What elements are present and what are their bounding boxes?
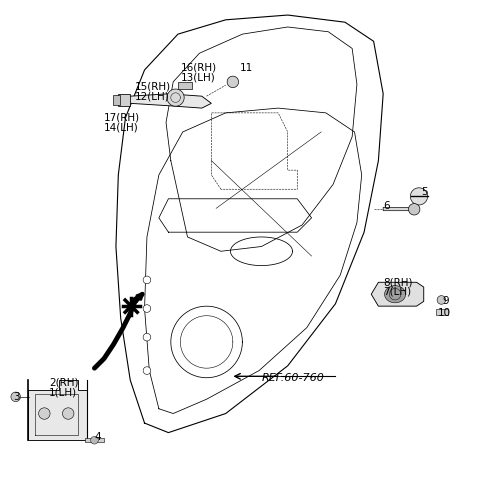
Polygon shape <box>120 94 211 108</box>
Circle shape <box>62 408 74 419</box>
Text: 17(RH): 17(RH) <box>104 112 140 123</box>
Text: 1(LH): 1(LH) <box>49 387 77 397</box>
Text: 6: 6 <box>383 201 390 211</box>
Circle shape <box>143 305 151 313</box>
Polygon shape <box>384 285 406 303</box>
Text: 11: 11 <box>240 63 253 72</box>
Polygon shape <box>410 188 428 205</box>
Text: 8(RH): 8(RH) <box>383 277 413 287</box>
Text: 5: 5 <box>421 187 428 197</box>
Polygon shape <box>28 380 87 440</box>
Polygon shape <box>437 296 446 304</box>
Polygon shape <box>118 94 130 106</box>
Polygon shape <box>227 76 239 88</box>
Text: 7(LH): 7(LH) <box>383 287 411 297</box>
Polygon shape <box>85 438 104 442</box>
Circle shape <box>143 333 151 341</box>
Polygon shape <box>436 310 447 315</box>
Text: 16(RH): 16(RH) <box>180 63 216 72</box>
Text: 15(RH): 15(RH) <box>135 82 171 92</box>
Text: 13(LH): 13(LH) <box>180 72 215 82</box>
Polygon shape <box>371 282 424 306</box>
Text: REF.60-760: REF.60-760 <box>262 373 324 383</box>
Circle shape <box>91 436 98 444</box>
Polygon shape <box>167 89 184 106</box>
Polygon shape <box>178 82 192 89</box>
Polygon shape <box>383 208 414 211</box>
Circle shape <box>408 204 420 215</box>
Text: 9: 9 <box>443 296 449 306</box>
Circle shape <box>143 276 151 284</box>
Circle shape <box>38 408 50 419</box>
Circle shape <box>143 367 151 374</box>
Text: 14(LH): 14(LH) <box>104 122 139 132</box>
Text: 2(RH): 2(RH) <box>49 378 79 387</box>
Text: 3: 3 <box>13 392 20 402</box>
Text: 4: 4 <box>95 432 101 442</box>
Text: 10: 10 <box>438 308 451 318</box>
Polygon shape <box>11 392 21 402</box>
Text: 12(LH): 12(LH) <box>135 91 170 101</box>
Polygon shape <box>113 95 120 105</box>
